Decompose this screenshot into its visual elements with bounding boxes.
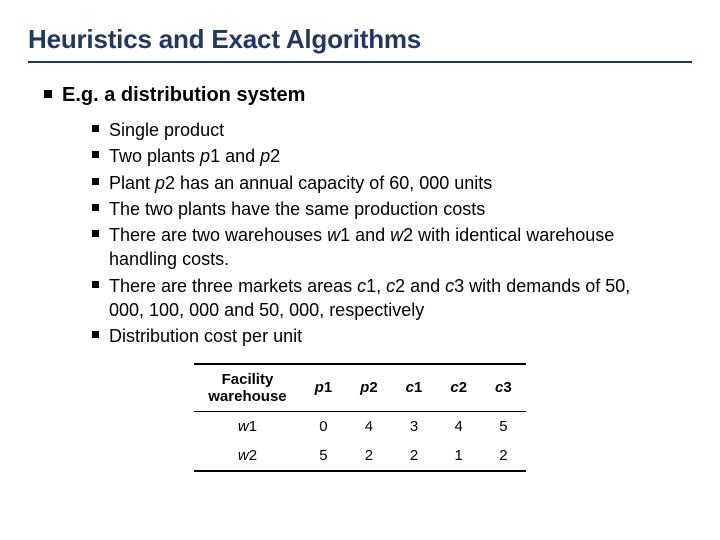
cell: 2 xyxy=(346,441,392,471)
table-row: w1 0 4 3 4 5 xyxy=(194,412,525,442)
table-row: w2 5 2 2 1 2 xyxy=(194,441,525,471)
square-bullet-icon xyxy=(92,151,99,158)
row-label-w1: w1 xyxy=(194,412,300,442)
col-header-c3: c3 xyxy=(481,364,526,412)
list-item-text: Plant p2 has an annual capacity of 60, 0… xyxy=(109,171,492,195)
square-bullet-icon xyxy=(92,281,99,288)
cell: 0 xyxy=(301,412,347,442)
list-item-text: There are two warehouses w1 and w2 with … xyxy=(109,223,669,272)
table-header-row: Facility warehouse p1 p2 c1 c2 c3 xyxy=(194,364,525,412)
list-item: Distribution cost per unit xyxy=(92,324,692,348)
list-item-text: Single product xyxy=(109,118,224,142)
square-bullet-icon xyxy=(92,331,99,338)
col-header-facility: Facility warehouse xyxy=(194,364,300,412)
list-item: There are three markets areas c1, c2 and… xyxy=(92,274,692,323)
cost-table: Facility warehouse p1 p2 c1 c2 c3 w1 0 4… xyxy=(194,363,525,473)
list-item-text: Two plants p1 and p2 xyxy=(109,144,280,168)
level1-text: E.g. a distribution system xyxy=(62,83,305,108)
level2-list: Single product Two plants p1 and p2 Plan… xyxy=(92,118,692,349)
col-header-c2: c2 xyxy=(436,364,481,412)
square-bullet-icon xyxy=(92,178,99,185)
square-bullet-icon xyxy=(44,90,52,98)
cell: 2 xyxy=(392,441,437,471)
slide-title: Heuristics and Exact Algorithms xyxy=(28,24,692,55)
list-item-text: Distribution cost per unit xyxy=(109,324,302,348)
row-label-w2: w2 xyxy=(194,441,300,471)
square-bullet-icon xyxy=(92,125,99,132)
cell: 5 xyxy=(481,412,526,442)
list-item-text: There are three markets areas c1, c2 and… xyxy=(109,274,669,323)
list-item: Plant p2 has an annual capacity of 60, 0… xyxy=(92,171,692,195)
cell: 5 xyxy=(301,441,347,471)
list-item-text: The two plants have the same production … xyxy=(109,197,485,221)
level1-item: E.g. a distribution system Single produc… xyxy=(44,83,692,349)
square-bullet-icon xyxy=(92,230,99,237)
square-bullet-icon xyxy=(92,204,99,211)
list-item: The two plants have the same production … xyxy=(92,197,692,221)
col-header-p1: p1 xyxy=(301,364,347,412)
slide: Heuristics and Exact Algorithms E.g. a d… xyxy=(0,0,720,540)
cell: 2 xyxy=(481,441,526,471)
col-header-c1: c1 xyxy=(392,364,437,412)
cell: 3 xyxy=(392,412,437,442)
list-item: Two plants p1 and p2 xyxy=(92,144,692,168)
cell: 1 xyxy=(436,441,481,471)
list-item: There are two warehouses w1 and w2 with … xyxy=(92,223,692,272)
title-rule xyxy=(28,61,692,63)
cell: 4 xyxy=(346,412,392,442)
cell: 4 xyxy=(436,412,481,442)
col-header-p2: p2 xyxy=(346,364,392,412)
list-item: Single product xyxy=(92,118,692,142)
cost-table-wrap: Facility warehouse p1 p2 c1 c2 c3 w1 0 4… xyxy=(28,363,692,473)
